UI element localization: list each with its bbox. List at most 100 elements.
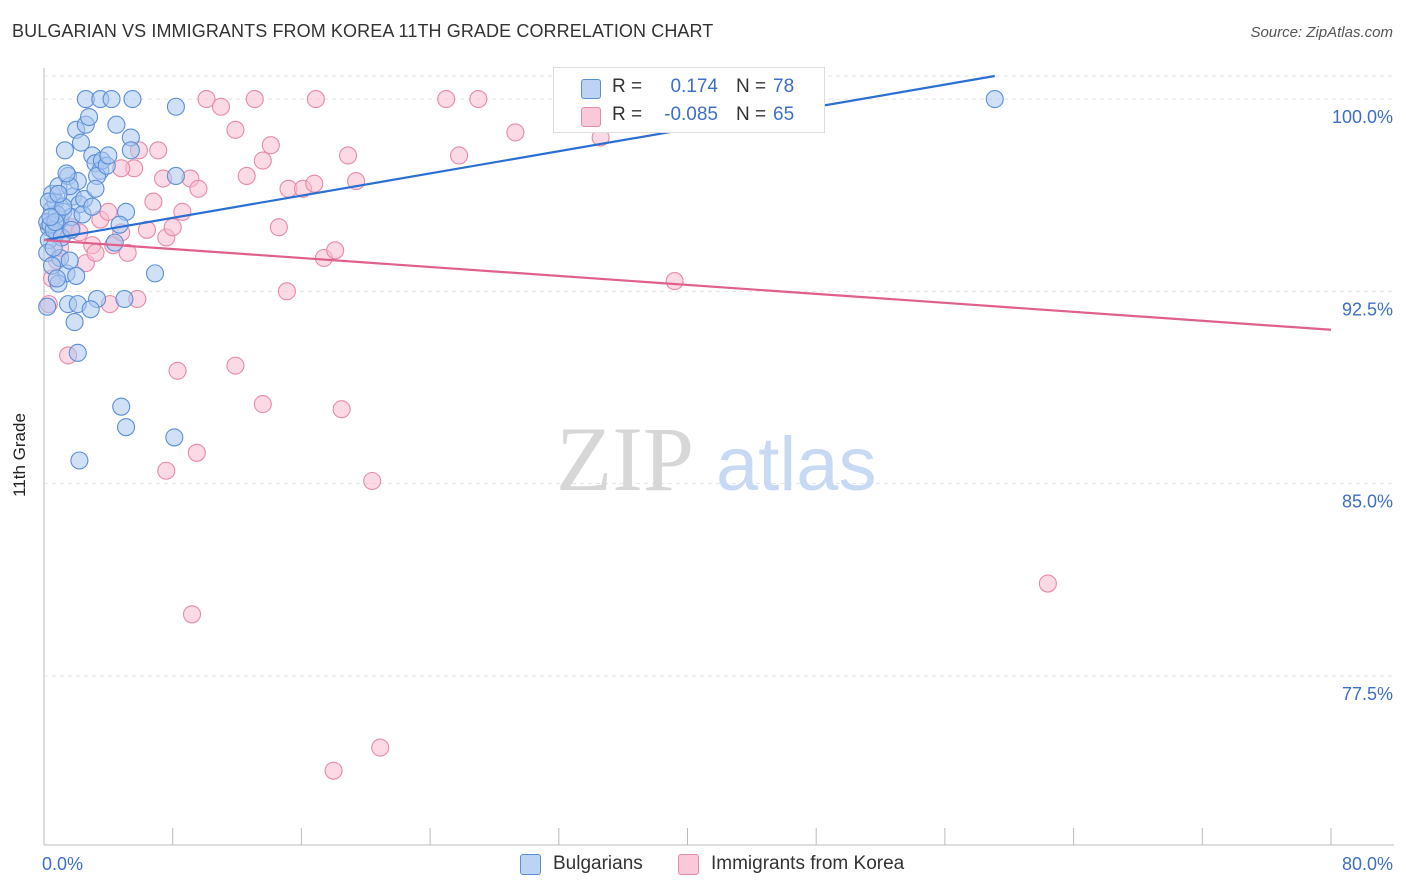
korea-point bbox=[253, 395, 272, 414]
legend-label-korea: Immigrants from Korea bbox=[711, 853, 905, 874]
bulgarians-point bbox=[68, 343, 87, 362]
series-bulgarians-points bbox=[38, 90, 1004, 470]
korea-point bbox=[269, 218, 288, 237]
legend-row-korea: R = -0.085 N = 65 bbox=[554, 101, 824, 129]
bulgarians-point bbox=[79, 107, 99, 127]
bulgarians-point bbox=[47, 269, 66, 288]
korea-point bbox=[332, 400, 351, 419]
watermark-zip: ZIP bbox=[556, 408, 694, 510]
bulgarians-point bbox=[60, 251, 79, 270]
tick-labels: 100.0% 92.5% 85.0% 77.5% 0.0% 80.0% bbox=[42, 107, 1393, 874]
korea-point bbox=[324, 761, 343, 780]
bulgarians-point bbox=[112, 397, 131, 416]
korea-point bbox=[326, 241, 345, 260]
legend-n-value: 78 bbox=[773, 76, 795, 97]
korea-point bbox=[226, 120, 245, 139]
legend-r-value: -0.085 bbox=[664, 104, 718, 125]
correlation-legend: R = 0.174 N = 78 R = -0.085 N = 65 bbox=[553, 67, 825, 133]
korea-point bbox=[469, 90, 488, 109]
legend-swatch-pink bbox=[678, 854, 699, 875]
legend-r-label: R = bbox=[612, 76, 643, 97]
trend-lines bbox=[43, 74, 1332, 331]
korea-point bbox=[506, 123, 525, 142]
bulgarians-point bbox=[41, 207, 60, 227]
y-tick-label: 92.5% bbox=[1342, 299, 1393, 319]
bottom-legend-bulgarians[interactable]: Bulgarians bbox=[520, 851, 660, 877]
korea-point bbox=[371, 738, 390, 757]
bulgarians-point bbox=[123, 90, 142, 109]
korea-point bbox=[450, 146, 469, 165]
korea-point bbox=[437, 90, 456, 109]
bulgarians-point bbox=[65, 313, 84, 332]
bulgarians-point bbox=[57, 164, 76, 183]
legend-n-value: 65 bbox=[773, 104, 795, 125]
korea-point bbox=[149, 141, 168, 160]
watermark-atlas: atlas bbox=[716, 422, 877, 507]
bulgarians-point bbox=[38, 297, 57, 316]
gridlines bbox=[44, 75, 1394, 677]
korea-point bbox=[245, 90, 264, 109]
korea-point bbox=[187, 443, 206, 462]
korea-point bbox=[99, 202, 118, 221]
bulgarians-point bbox=[71, 133, 91, 152]
y-tick-label: 77.5% bbox=[1342, 684, 1393, 704]
korea-point bbox=[237, 166, 256, 186]
legend-swatch-blue bbox=[581, 79, 601, 99]
bottom-legend-korea[interactable]: Immigrants from Korea bbox=[678, 851, 928, 877]
korea-point bbox=[306, 90, 325, 109]
chart-title: BULGARIAN VS IMMIGRANTS FROM KOREA 11TH … bbox=[12, 21, 714, 41]
bulgarians-point bbox=[102, 90, 121, 109]
bulgarians-point bbox=[166, 166, 185, 186]
bulgarians-point bbox=[121, 141, 140, 160]
korea-point bbox=[253, 151, 272, 170]
bulgarians-point bbox=[49, 184, 68, 203]
bulgarians-point bbox=[115, 289, 134, 309]
korea-point bbox=[163, 218, 182, 237]
bulgarians-point bbox=[81, 300, 100, 319]
trendline-korea bbox=[43, 238, 1332, 331]
bulgarians-point bbox=[166, 97, 185, 116]
bulgarians-point bbox=[67, 266, 86, 285]
korea-point bbox=[197, 90, 216, 109]
bulgarians-point bbox=[107, 115, 126, 134]
korea-point bbox=[339, 146, 358, 165]
korea-point bbox=[305, 174, 324, 193]
korea-point bbox=[665, 272, 684, 291]
bulgarians-point bbox=[110, 215, 129, 234]
bulgarians-point bbox=[55, 141, 74, 160]
korea-point bbox=[157, 461, 176, 480]
korea-point bbox=[211, 97, 231, 116]
legend-row-bulgarians: R = 0.174 N = 78 bbox=[554, 73, 824, 101]
bulgarians-point bbox=[99, 146, 118, 165]
legend-r-value: 0.174 bbox=[670, 76, 718, 97]
bulgarians-point bbox=[86, 179, 105, 198]
legend-n-label: N = bbox=[736, 104, 767, 125]
korea-point bbox=[86, 243, 105, 262]
korea-point bbox=[277, 282, 296, 301]
y-tick-label: 100.0% bbox=[1332, 107, 1393, 127]
source-label: Source: ZipAtlas.com bbox=[1250, 24, 1393, 41]
x-tick-label: 0.0% bbox=[42, 854, 83, 874]
bulgarians-point bbox=[70, 451, 89, 470]
bulgarians-point bbox=[165, 428, 184, 447]
korea-point bbox=[1038, 574, 1057, 593]
x-tick-label: 80.0% bbox=[1342, 854, 1393, 874]
korea-point bbox=[118, 243, 137, 262]
bulgarians-point bbox=[105, 233, 124, 252]
y-tick-label: 85.0% bbox=[1342, 492, 1393, 512]
korea-point bbox=[189, 179, 208, 198]
korea-point bbox=[168, 361, 187, 380]
legend-label-bulgarians: Bulgarians bbox=[553, 853, 643, 874]
bulgarians-point bbox=[145, 264, 165, 283]
korea-point bbox=[182, 605, 202, 624]
korea-point bbox=[363, 471, 382, 491]
bulgarians-point bbox=[985, 90, 1004, 109]
bulgarians-point bbox=[116, 418, 136, 437]
korea-point bbox=[261, 136, 280, 155]
legend-n-label: N = bbox=[736, 76, 767, 97]
legend-r-label: R = bbox=[612, 104, 643, 125]
korea-point bbox=[226, 356, 245, 375]
legend-swatch-pink bbox=[581, 107, 601, 127]
korea-point bbox=[144, 192, 163, 211]
